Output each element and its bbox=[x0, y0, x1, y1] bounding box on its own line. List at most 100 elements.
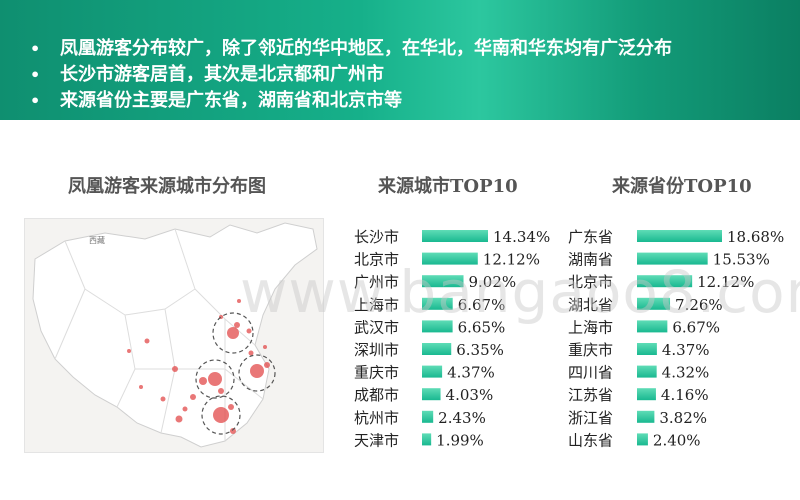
value-label: 6.35% bbox=[456, 341, 504, 359]
category-label: 北京市 bbox=[568, 273, 613, 291]
bar bbox=[422, 252, 478, 265]
south-cluster-ring bbox=[201, 395, 241, 435]
category-label: 成都市 bbox=[354, 386, 399, 404]
category-label: 山东省 bbox=[568, 431, 613, 449]
value-label: 4.37% bbox=[662, 341, 710, 359]
summary-text: 来源省份主要是广东省，湖南省和北京市等 bbox=[60, 90, 402, 111]
city-dot bbox=[139, 385, 143, 389]
value-label: 1.99% bbox=[436, 431, 484, 449]
category-label: 杭州市 bbox=[354, 409, 399, 427]
city-dot bbox=[227, 327, 239, 339]
category-label: 浙江省 bbox=[568, 409, 613, 427]
category-label: 湖北省 bbox=[568, 296, 613, 314]
value-label: 9.02% bbox=[469, 273, 517, 291]
city-dot bbox=[230, 428, 236, 434]
bar bbox=[422, 320, 453, 333]
bar bbox=[422, 365, 443, 378]
summary-item: • 长沙市游客居首，其次是北京都和广州市 bbox=[30, 64, 384, 85]
value-label: 2.43% bbox=[438, 409, 486, 427]
bar bbox=[637, 343, 657, 355]
bar bbox=[422, 410, 434, 423]
value-label: 6.67% bbox=[672, 318, 720, 336]
bar bbox=[637, 433, 648, 446]
city-dot bbox=[248, 350, 254, 356]
map-dots bbox=[127, 299, 270, 434]
province-chart-title: 来源省份TOP10 bbox=[612, 176, 752, 197]
bar bbox=[637, 230, 722, 242]
city-dot bbox=[228, 404, 234, 410]
city-dot bbox=[250, 364, 264, 378]
category-label: 长沙市 bbox=[354, 228, 399, 246]
city-dot bbox=[182, 406, 188, 412]
value-label: 12.12% bbox=[483, 251, 540, 269]
category-label: 四川省 bbox=[568, 364, 613, 382]
bar bbox=[637, 365, 657, 378]
bar bbox=[637, 297, 671, 310]
value-label: 4.32% bbox=[662, 364, 710, 382]
city-dot bbox=[190, 394, 196, 400]
summary-list: • 凤凰游客分布较广，除了邻近的华中地区，在华北，华南和华东均有广泛分布 • 长沙市… bbox=[30, 36, 672, 114]
province-bar-chart: 广东省 18.68% 湖南省 15.53% 北京市 12.12% 湖北省 7.26% 上海市 6.… bbox=[568, 228, 784, 449]
value-label: 4.03% bbox=[446, 386, 494, 404]
category-label: 广州市 bbox=[354, 273, 399, 291]
category-label: 武汉市 bbox=[354, 318, 399, 336]
city-dot bbox=[160, 396, 166, 402]
city-dot bbox=[144, 338, 150, 344]
map-region-label: 西藏 bbox=[89, 235, 105, 245]
category-label: 重庆市 bbox=[568, 341, 613, 359]
city-dot bbox=[263, 345, 267, 349]
city-dot bbox=[127, 349, 131, 353]
summary-text: 长沙市游客居首，其次是北京都和广州市 bbox=[60, 64, 384, 85]
city-dot bbox=[208, 372, 222, 386]
city-dot bbox=[172, 366, 178, 372]
bar bbox=[637, 410, 655, 423]
category-label: 湖南省 bbox=[568, 251, 613, 269]
value-label: 6.67% bbox=[458, 296, 506, 314]
category-label: 上海市 bbox=[568, 318, 613, 336]
value-label: 4.16% bbox=[661, 386, 709, 404]
value-label: 14.34% bbox=[493, 228, 550, 246]
city-chart-title: 来源城市TOP10 bbox=[378, 176, 518, 197]
bar bbox=[422, 275, 464, 288]
value-label: 12.12% bbox=[697, 273, 754, 291]
map-panel: 西藏 bbox=[24, 218, 324, 453]
central-cluster-ring bbox=[195, 359, 235, 399]
city-dot bbox=[246, 328, 252, 334]
bar bbox=[637, 388, 656, 401]
category-label: 江苏省 bbox=[568, 386, 613, 404]
summary-text: 凤凰游客分布较广，除了邻近的华中地区，在华北，华南和华东均有广泛分布 bbox=[60, 38, 672, 59]
city-dot bbox=[213, 407, 229, 423]
category-label: 广东省 bbox=[568, 228, 613, 246]
value-label: 15.53% bbox=[713, 251, 770, 269]
bar bbox=[422, 343, 452, 355]
summary-item: • 凤凰游客分布较广，除了邻近的华中地区，在华北，华南和华东均有广泛分布 bbox=[30, 38, 672, 59]
category-label: 天津市 bbox=[354, 431, 399, 449]
bar bbox=[637, 252, 708, 265]
map-title: 凤凰游客来源城市分布图 bbox=[68, 176, 266, 197]
category-label: 北京市 bbox=[354, 251, 399, 269]
watermark: www.bangaoo8.com bbox=[240, 258, 800, 326]
summary-banner: • 凤凰游客分布较广，除了邻近的华中地区，在华北，华南和华东均有广泛分布 • 长沙市… bbox=[0, 0, 800, 120]
bar bbox=[422, 297, 453, 310]
bar bbox=[637, 320, 668, 333]
bar bbox=[637, 275, 693, 288]
value-label: 6.65% bbox=[458, 318, 506, 336]
value-label: 4.37% bbox=[447, 364, 495, 382]
city-dot bbox=[234, 322, 240, 328]
category-label: 深圳市 bbox=[354, 341, 399, 359]
province-borders bbox=[54, 228, 264, 441]
value-label: 7.26% bbox=[675, 296, 723, 314]
china-map: 西藏 bbox=[32, 222, 318, 448]
city-dot bbox=[237, 299, 241, 303]
city-dot bbox=[175, 415, 183, 423]
east-cluster-ring bbox=[238, 354, 276, 392]
north-cluster-ring bbox=[212, 312, 254, 354]
bar bbox=[422, 230, 488, 242]
summary-item: • 来源省份主要是广东省，湖南省和北京市等 bbox=[30, 90, 402, 111]
bar bbox=[422, 433, 432, 446]
category-label: 上海市 bbox=[354, 296, 399, 314]
city-dot bbox=[264, 362, 270, 368]
category-label: 重庆市 bbox=[354, 364, 399, 382]
city-bar-chart: 长沙市 14.34% 北京市 12.12% 广州市 9.02% 上海市 6.67% 武汉市 6.6… bbox=[354, 228, 550, 449]
value-label: 2.40% bbox=[653, 431, 701, 449]
